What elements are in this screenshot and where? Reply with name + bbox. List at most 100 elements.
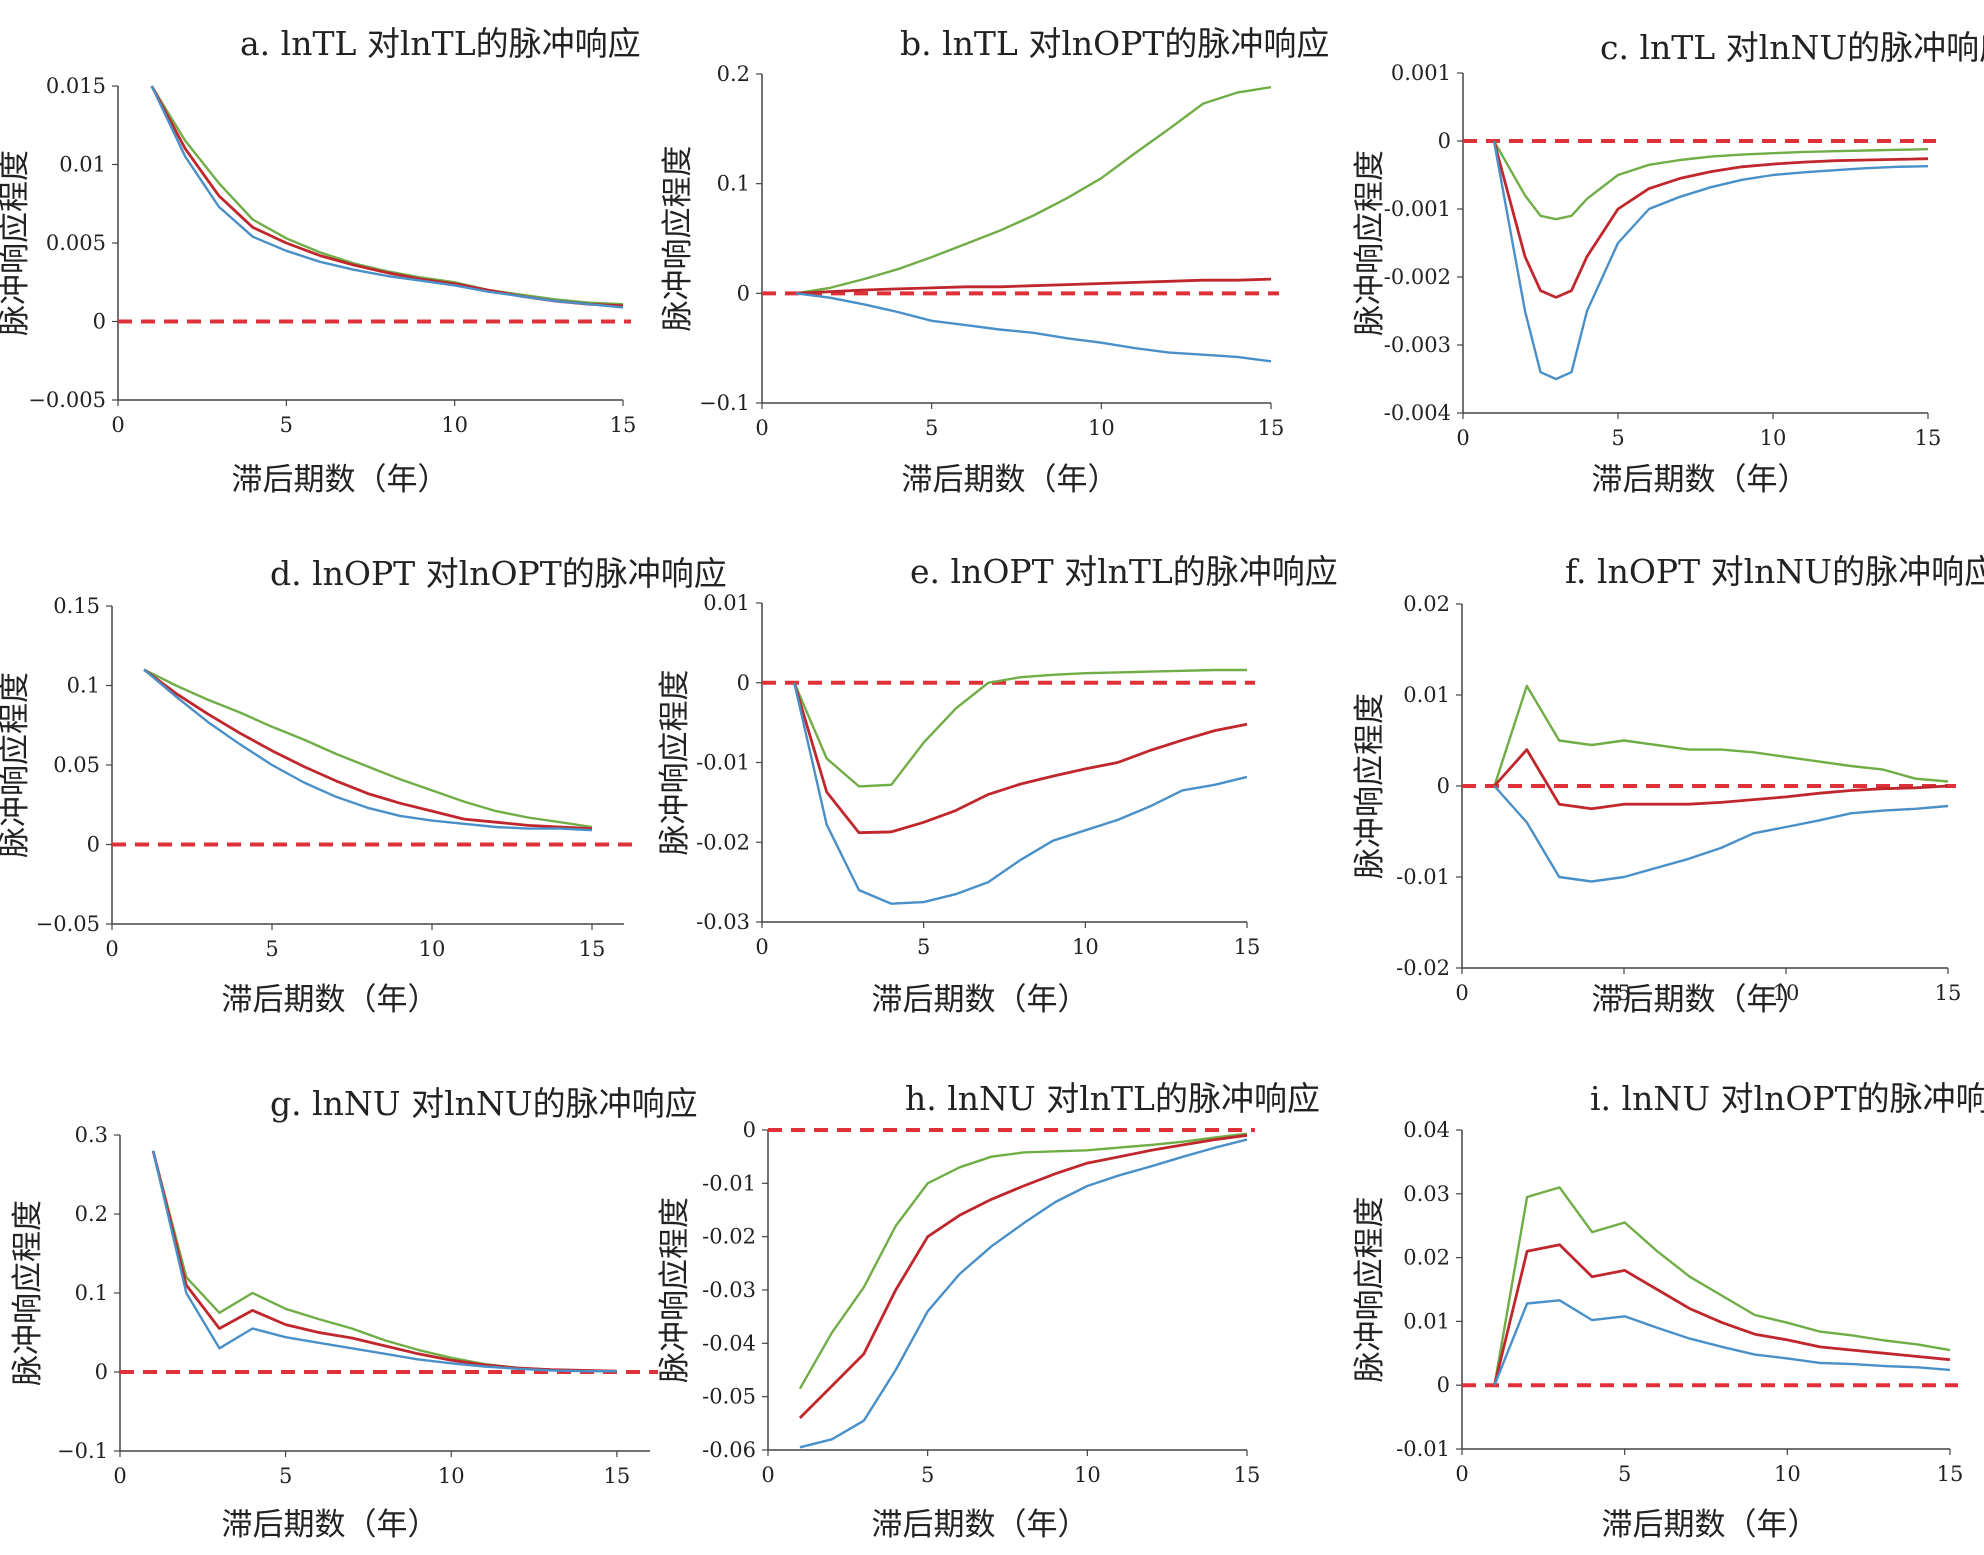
y-tick-label: 0.01 — [1403, 683, 1450, 707]
series-line-lower — [799, 1138, 1248, 1449]
series-line-upper — [151, 1150, 617, 1373]
y-tick-label: −0.005 — [28, 388, 106, 412]
x-tick-label: 5 — [279, 1464, 292, 1488]
y-tick-label: -0.03 — [696, 910, 750, 934]
panel-i: i. lnNU 对lnOPT的脉冲响应0.040.030.020.010-0.0… — [1352, 1079, 1984, 1543]
series-line-lower — [1493, 785, 1949, 883]
y-tick-label: -0.01 — [696, 751, 750, 775]
y-tick-label: 0.01 — [59, 153, 106, 177]
y-tick-label: 0 — [1437, 1373, 1450, 1397]
x-tick-label: 15 — [1935, 981, 1962, 1005]
x-tick-label: 5 — [921, 1463, 934, 1487]
series-line-upper — [1492, 140, 1929, 221]
x-tick-label: 0 — [755, 416, 768, 440]
series-line-lower — [1492, 140, 1929, 381]
y-tick-label: 0.3 — [75, 1123, 108, 1147]
y-axis-label: 脉冲响应程度 — [0, 672, 33, 858]
y-tick-label: -0.01 — [1396, 1437, 1450, 1461]
y-tick-label: 0.001 — [1391, 61, 1451, 85]
x-tick-label: 5 — [1611, 426, 1624, 450]
y-tick-label: 0.2 — [75, 1202, 108, 1226]
x-tick-label: 15 — [1234, 1463, 1261, 1487]
x-tick-label: 10 — [419, 937, 446, 961]
y-tick-label: −0.1 — [57, 1439, 108, 1463]
panel-f-title: f. lnOPT 对lnNU的脉冲响应 — [1565, 552, 1984, 591]
y-axis-label: 脉冲响应程度 — [1352, 150, 1388, 336]
x-tick-label: 0 — [761, 1463, 774, 1487]
y-tick-label: 0.04 — [1403, 1118, 1450, 1142]
x-tick-label: 10 — [1774, 1462, 1801, 1486]
x-tick-label: 10 — [1773, 981, 1800, 1005]
series-line-lower — [1493, 1299, 1951, 1386]
series-line-lower — [143, 668, 593, 832]
x-tick-label: 5 — [280, 413, 293, 437]
x-tick-label: 0 — [755, 935, 768, 959]
series-line-mid — [1492, 140, 1929, 299]
x-axis-label: 滞后期数（年） — [222, 1507, 439, 1543]
y-tick-label: -0.02 — [1396, 956, 1450, 980]
series-line-lower — [793, 682, 1248, 905]
series-line-mid — [1493, 748, 1949, 811]
x-tick-label: 15 — [1915, 426, 1942, 450]
x-tick-label: 15 — [610, 413, 637, 437]
x-tick-label: 0 — [1455, 1462, 1468, 1486]
y-tick-label: 0.1 — [75, 1281, 108, 1305]
y-axis-label: 脉冲响应程度 — [10, 1200, 46, 1386]
series-line-mid — [143, 668, 593, 830]
x-tick-label: 15 — [1937, 1462, 1964, 1486]
y-tick-label: -0.01 — [702, 1171, 756, 1195]
x-tick-label: 5 — [1618, 1462, 1631, 1486]
x-axis-label: 滞后期数（年） — [902, 462, 1119, 498]
x-tick-label: 10 — [1074, 1463, 1101, 1487]
y-tick-label: 0.01 — [1403, 1309, 1450, 1333]
series-line-upper — [793, 668, 1247, 788]
x-tick-label: 0 — [1456, 426, 1469, 450]
x-tick-label: 10 — [1088, 416, 1115, 440]
series-line-mid — [792, 682, 1248, 835]
series-line-upper — [795, 86, 1272, 295]
series-line-mid — [795, 277, 1272, 295]
x-tick-label: 15 — [579, 937, 606, 961]
y-tick-label: -0.02 — [702, 1225, 756, 1249]
series-line-lower — [150, 85, 624, 309]
series-line-upper — [1493, 1186, 1951, 1386]
x-tick-label: 15 — [1234, 935, 1261, 959]
y-tick-label: −0.1 — [699, 391, 750, 415]
x-tick-label: 0 — [1455, 981, 1468, 1005]
y-tick-label: 0.1 — [67, 674, 100, 698]
y-tick-label: -0.004 — [1384, 401, 1451, 425]
y-tick-label: 0.1 — [717, 172, 750, 196]
series-line-upper — [798, 1132, 1248, 1390]
x-tick-label: 5 — [265, 937, 278, 961]
x-tick-label: 0 — [113, 1464, 126, 1488]
series-line-mid — [150, 85, 624, 308]
y-axis-label: 脉冲响应程度 — [1352, 1197, 1388, 1383]
x-tick-label: 0 — [111, 413, 124, 437]
x-axis-label: 滞后期数（年） — [872, 982, 1089, 1018]
x-tick-label: 0 — [105, 937, 118, 961]
y-tick-label: 0.01 — [703, 591, 750, 615]
x-tick-label: 10 — [438, 1464, 465, 1488]
x-axis-label: 滞后期数（年） — [232, 462, 449, 498]
y-tick-label: 0.02 — [1403, 1246, 1450, 1270]
x-tick-label: 15 — [1258, 416, 1285, 440]
y-tick-label: -0.03 — [702, 1278, 756, 1302]
y-tick-label: -0.04 — [702, 1331, 756, 1355]
x-tick-label: 5 — [917, 935, 930, 959]
y-tick-label: -0.02 — [696, 830, 750, 854]
y-tick-label: 0 — [1437, 774, 1450, 798]
y-tick-label: -0.003 — [1384, 333, 1451, 357]
panel-e: e. lnOPT 对lnTL的脉冲响应0.010-0.01-0.02-0.030… — [657, 552, 1338, 1018]
y-tick-label: -0.06 — [702, 1438, 756, 1462]
y-tick-label: -0.01 — [1396, 865, 1450, 889]
panel-b-title: b. lnTL 对lnOPT的脉冲响应 — [900, 24, 1329, 63]
y-tick-label: 0.015 — [46, 74, 106, 98]
y-axis-label: 脉冲响应程度 — [1352, 693, 1388, 879]
series-line-upper — [143, 668, 593, 829]
panel-c: c. lnTL 对lnNU的脉冲响应 0.001 0 -0.001 -0.002 -0.0… — [1352, 28, 1984, 498]
x-tick-label: 15 — [604, 1464, 631, 1488]
y-tick-label: 0 — [95, 1360, 108, 1384]
